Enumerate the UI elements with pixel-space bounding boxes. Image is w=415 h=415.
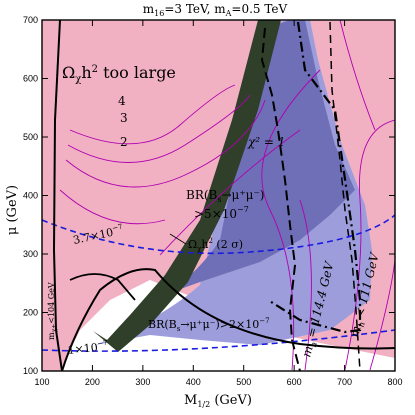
relic-density-band: [93, 20, 281, 352]
chart-title: m16=3 TeV, mA=0.5 TeV: [143, 2, 288, 18]
br-limit-3-7e7: [42, 214, 395, 255]
contour-label-4: 4: [118, 94, 126, 108]
lep-bound-line: [61, 268, 395, 371]
relic-band-pointer: [169, 233, 187, 245]
br-5e7-region: [150, 20, 355, 300]
x-tick-label: 100: [34, 377, 49, 387]
chi2-contour-4: [69, 84, 236, 145]
x-tick-label: 200: [85, 377, 100, 387]
y-tick-label: 600: [23, 74, 38, 84]
relic-band-label: Ωχh2 (2 σ): [188, 237, 243, 253]
y-tick-label: 500: [23, 132, 38, 142]
br-limit-1e7: [42, 329, 395, 352]
x-tick-label: 700: [337, 377, 352, 387]
x-tick-label: 400: [186, 377, 201, 387]
br-5e7-label-line1: BR(Bs→μ⁺μ⁻): [186, 188, 264, 204]
plot-area: [42, 20, 395, 371]
omega-too-large-label: Ωχh2 too large: [62, 63, 176, 85]
x-axis: 100 200 300 400 500 600 700 800: [34, 20, 403, 387]
contour-label-3: 3: [120, 111, 128, 125]
y-tick-label: 400: [23, 191, 38, 201]
x-axis-label: M1/2 (GeV): [184, 393, 252, 409]
chi2-equals-1-label: χ² = 1: [247, 135, 285, 149]
chi2-contour-top: [339, 20, 376, 131]
contour-label-2: 2: [120, 135, 128, 149]
y-axis-label: μ (GeV): [5, 185, 20, 235]
mh-111-contour: [329, 21, 361, 371]
chargino-limit-label: mχ±<104 GeV: [47, 282, 58, 340]
mh-114-contour: [260, 27, 301, 371]
br-2e7-label: BR(Bs→μ⁺μ⁻)>2×10−7: [148, 317, 270, 333]
chi2-contour-right-4: [369, 259, 395, 371]
x-tick-label: 300: [135, 377, 150, 387]
band-edge-line: [69, 273, 136, 301]
chi2-contour-right-3: [344, 119, 395, 371]
br-limit-1e7-label: 1×10−7: [67, 339, 109, 357]
chi2-contour-right-1: [261, 69, 321, 371]
y-axis: 100 200 300 400 500 600 700: [23, 15, 395, 376]
br-5e7-label-line2: >5×10−7: [194, 205, 249, 221]
chi2-contour-low: [59, 189, 166, 225]
x-tick-label: 600: [287, 377, 302, 387]
y-tick-label: 700: [23, 15, 38, 25]
x-tick-label: 800: [387, 377, 402, 387]
y-tick-label: 100: [23, 366, 38, 376]
chi2-contour-3: [67, 94, 251, 163]
y-tick-label: 200: [23, 308, 38, 318]
chargino-limit-line: [52, 20, 63, 371]
x-tick-label: 500: [236, 377, 251, 387]
chi2-contour-2: [65, 99, 266, 188]
y-tick-label: 300: [23, 249, 38, 259]
chi2-contour-mid: [159, 129, 301, 256]
chi2-equals-1-contour: [267, 21, 362, 334]
